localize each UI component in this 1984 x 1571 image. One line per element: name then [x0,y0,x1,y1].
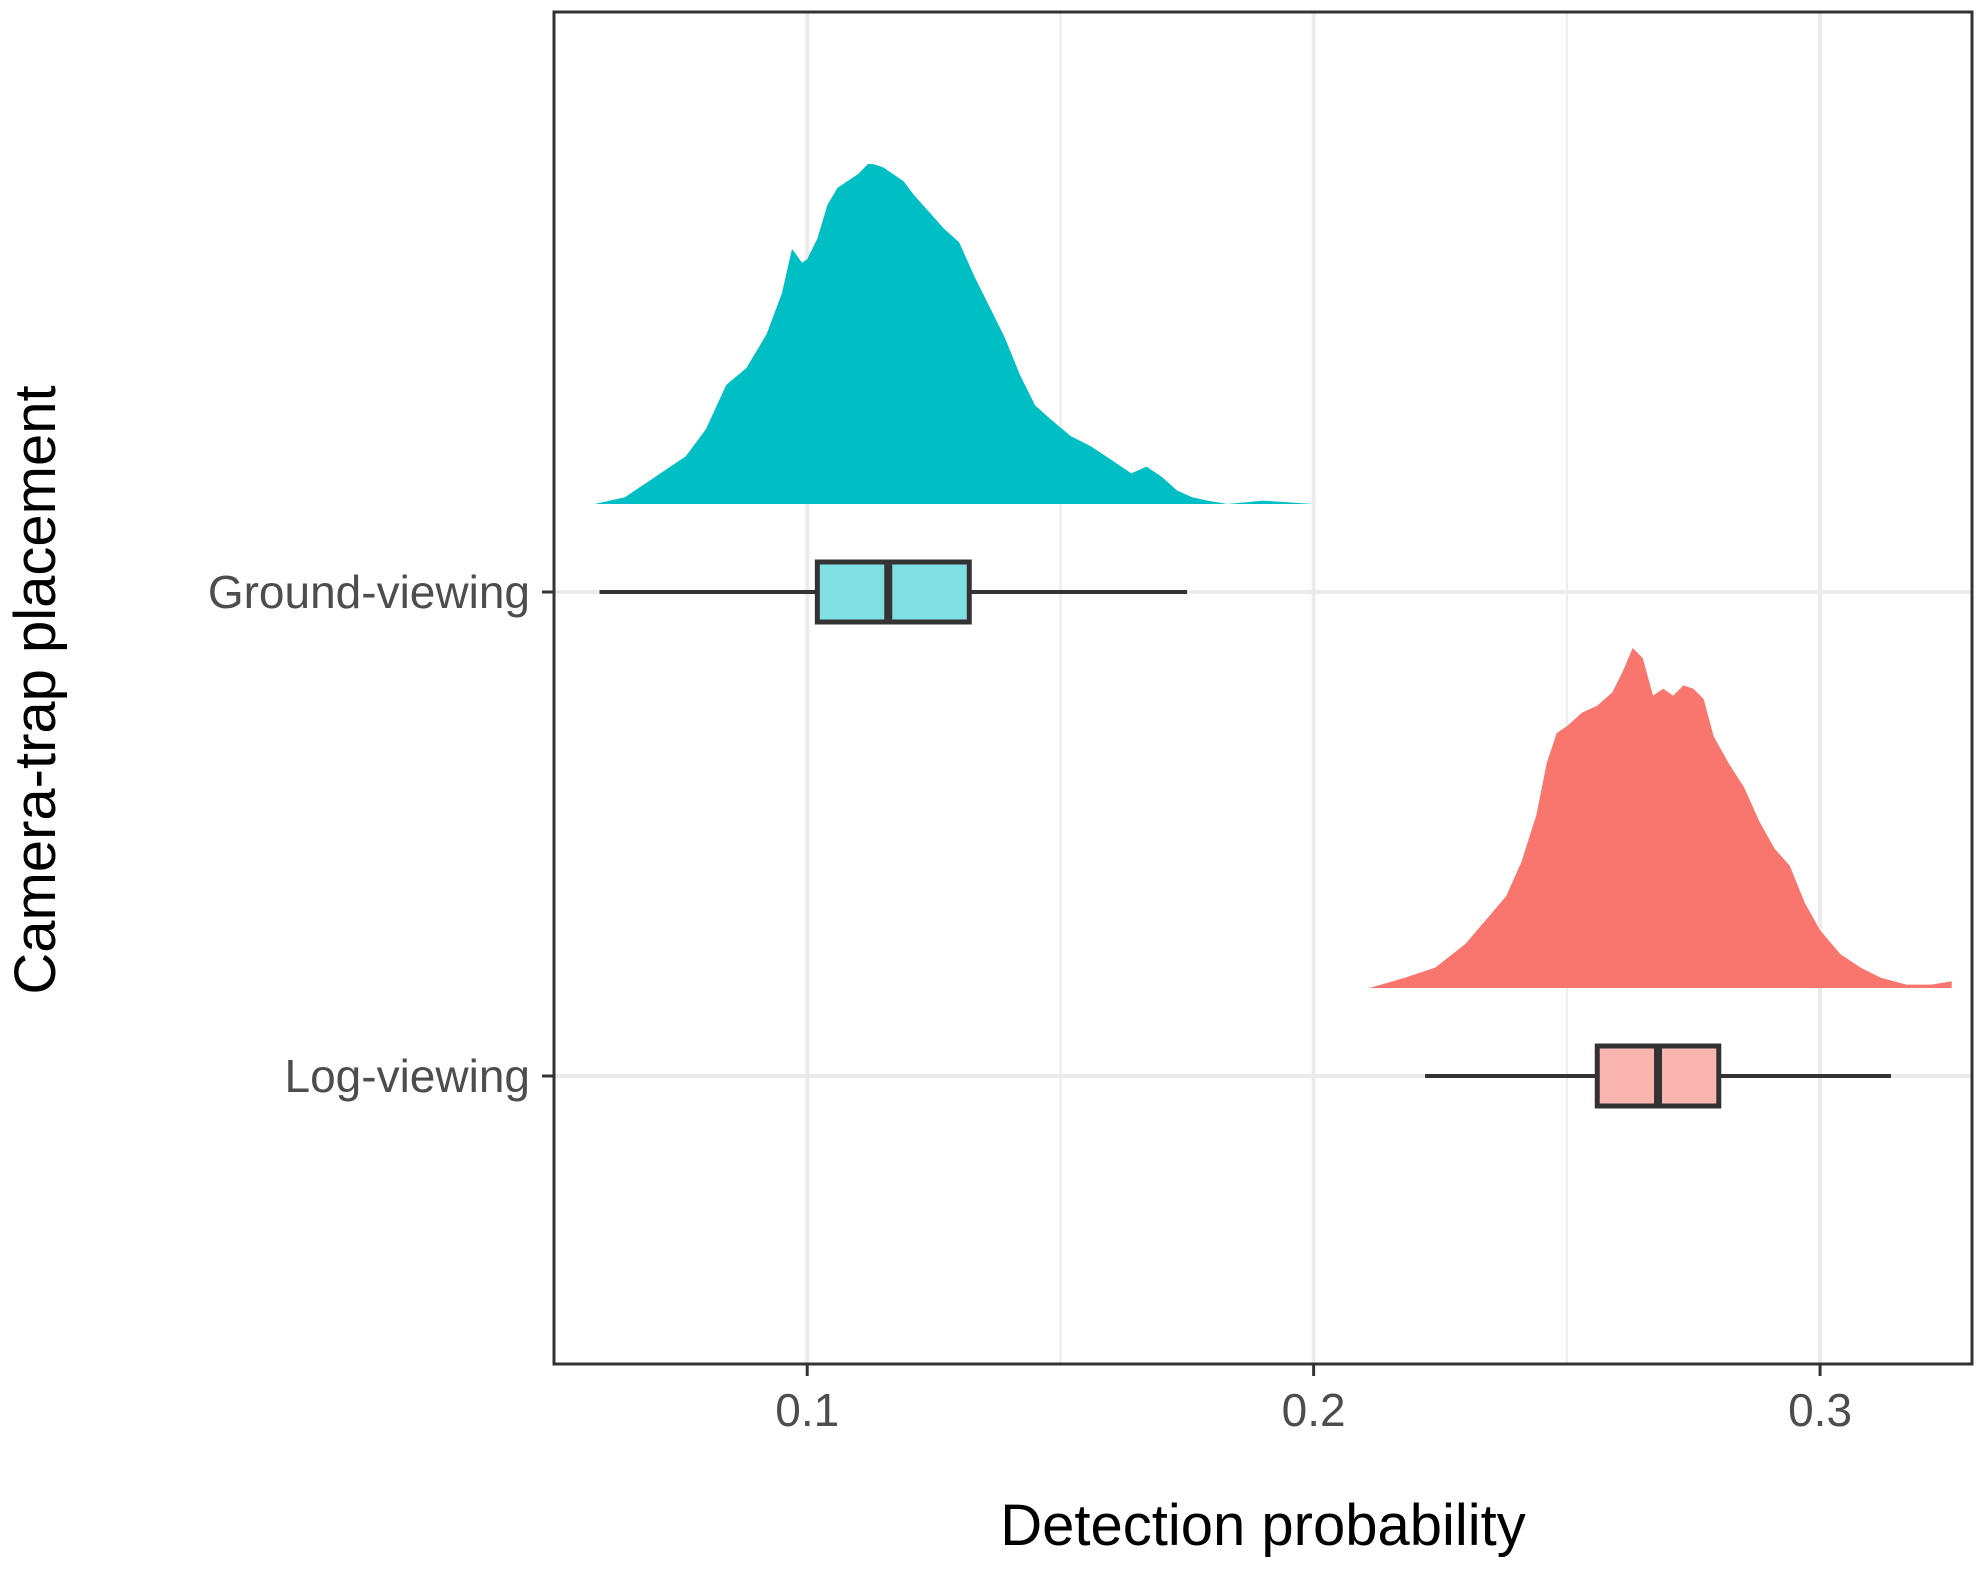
x-tick-label: 0.1 [775,1384,839,1436]
density-clouds [594,164,1952,988]
panel-background [554,12,1972,1364]
panel-border [552,10,1974,1366]
plot-panel [552,10,1974,1366]
x-tick-label: 0.3 [1788,1384,1852,1436]
box [814,559,972,625]
y-tick-label: Log-viewing [285,1050,530,1102]
y-tick-label: Ground-viewing [208,566,530,618]
boxplots [599,559,1891,1109]
y-axis-title: Camera-trap placement [3,385,68,994]
density-cloud [594,164,1385,504]
x-tick-label: 0.2 [1282,1384,1346,1436]
axes: 0.1 0.2 0.3 Ground-viewing Log-viewing [208,566,1852,1436]
x-axis-title: Detection probability [1000,1493,1526,1558]
density-cloud [1369,648,1952,988]
